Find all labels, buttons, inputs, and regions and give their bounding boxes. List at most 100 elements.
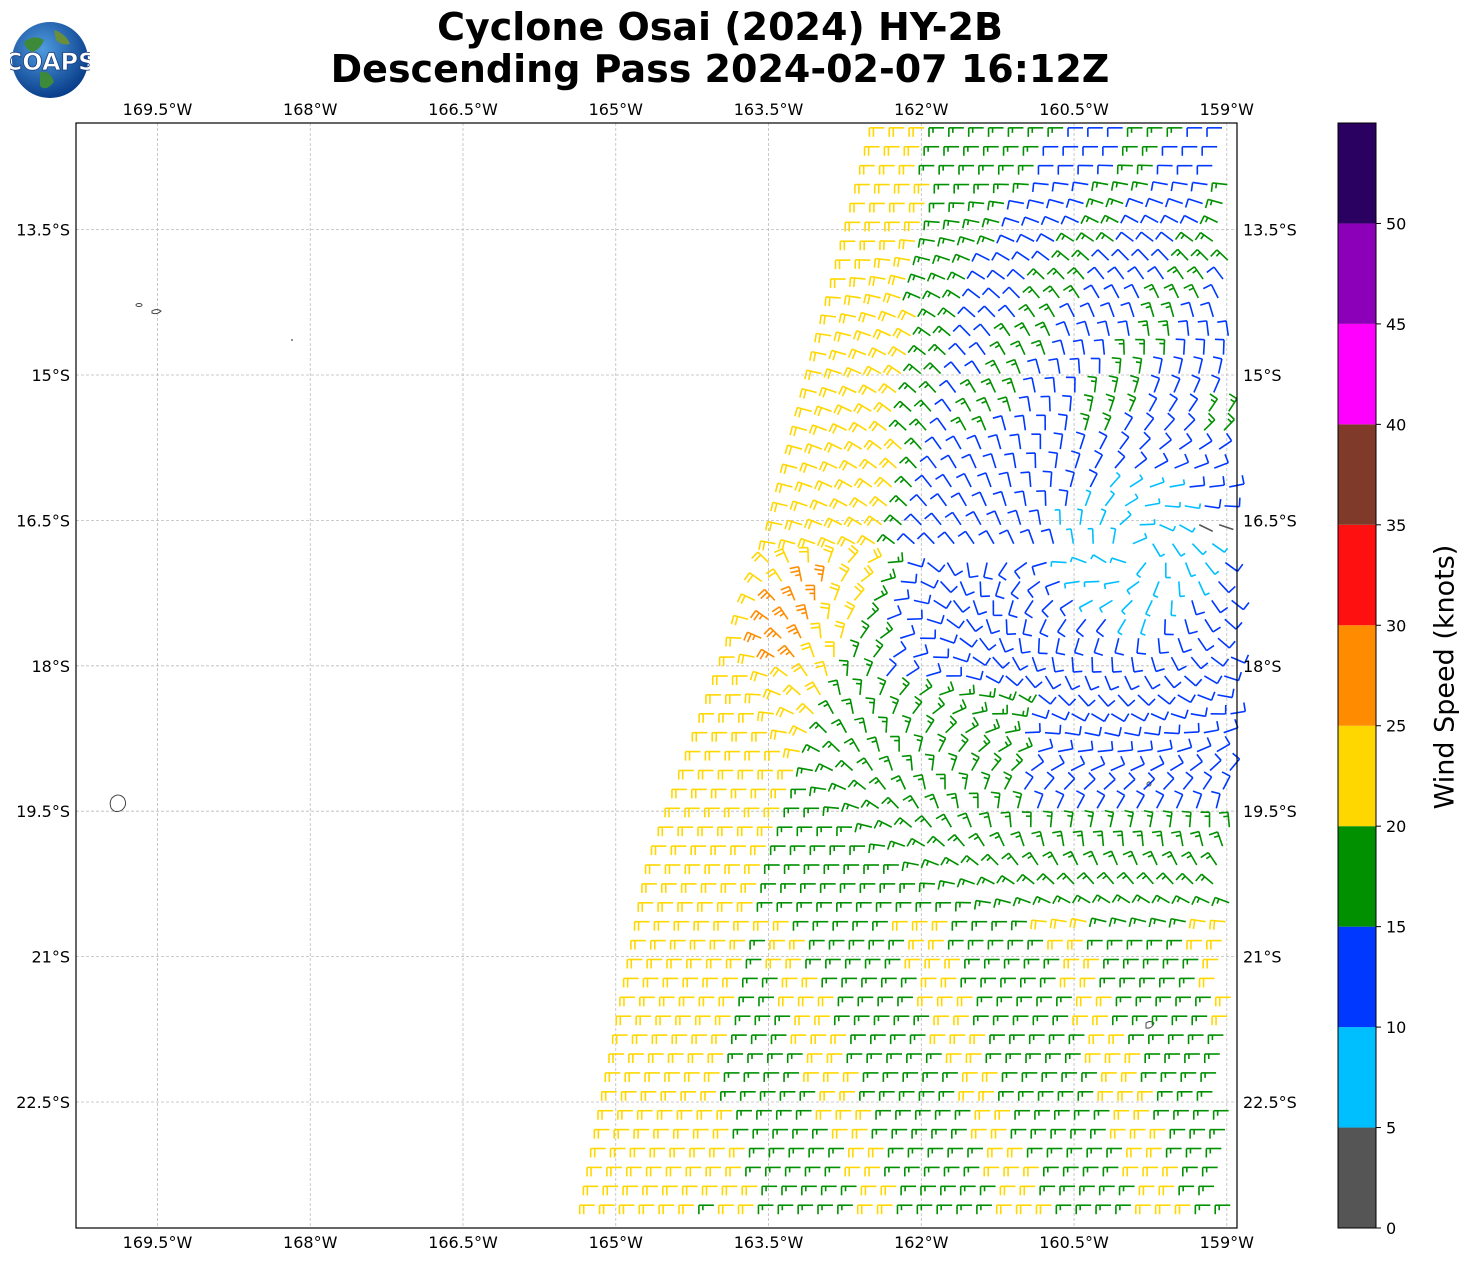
wind-barb (696, 1109, 713, 1120)
wind-barb (912, 326, 931, 337)
wind-barb (1064, 725, 1082, 736)
wind-barb (890, 735, 900, 752)
lat-tick-label-left: 19.5°S (16, 802, 70, 821)
wind-barb (911, 920, 928, 931)
wind-barb (882, 292, 901, 304)
wind-barb (1218, 811, 1231, 828)
land-outlines (109, 303, 1155, 1029)
wind-barb (1142, 958, 1159, 969)
wind-barb (1042, 145, 1059, 156)
wind-barb (982, 452, 997, 469)
wind-barb (859, 1091, 875, 1101)
wind-barb (954, 901, 972, 912)
wind-barb (970, 752, 980, 771)
wind-barb (1229, 752, 1241, 772)
wind-barb (898, 381, 917, 394)
lat-tick-label-right: 22.5°S (1243, 1093, 1297, 1112)
wind-barb (838, 659, 849, 677)
wind-barb (1022, 619, 1033, 637)
wind-barb (767, 1053, 783, 1064)
wind-barb (1031, 250, 1050, 261)
wind-barb (1096, 871, 1115, 885)
wind-barb (914, 815, 933, 828)
wind-barb (1150, 711, 1170, 721)
wind-barb (1157, 739, 1173, 753)
wind-barb (1107, 266, 1125, 280)
wind-barb (1036, 996, 1052, 1007)
wind-barb (808, 786, 827, 797)
wind-barb (1026, 452, 1037, 469)
wind-barb (681, 1185, 698, 1196)
wind-barb (1051, 656, 1064, 673)
wind-barb (1066, 267, 1085, 280)
wind-barb (738, 712, 754, 723)
wind-barb (1127, 393, 1137, 412)
wind-barb (795, 603, 809, 620)
wind-barb (1179, 524, 1196, 533)
wind-barb (1130, 248, 1149, 261)
wind-barb (916, 532, 935, 545)
wind-barb (1084, 809, 1095, 828)
wind-barb (857, 384, 877, 396)
map-frame (75, 122, 1238, 1229)
wind-barb (957, 306, 976, 318)
wind-barb (828, 1147, 844, 1158)
wind-barb (1036, 414, 1047, 431)
wind-barb (690, 845, 707, 856)
wind-barb (1193, 356, 1204, 374)
wind-barb (952, 599, 971, 613)
wind-barb (1144, 1053, 1161, 1064)
wind-barb (724, 864, 740, 874)
wind-barb (972, 1015, 989, 1026)
colorbar-bin (1338, 323, 1376, 425)
wind-barb (649, 939, 666, 950)
wind-barb (868, 843, 886, 854)
wind-barb (772, 920, 789, 931)
wind-barb (1005, 675, 1024, 687)
wind-barb (967, 1147, 984, 1158)
wind-barb (1063, 771, 1076, 790)
wind-barb (1224, 618, 1243, 630)
wind-barb (1206, 939, 1222, 950)
wind-barb (821, 977, 838, 988)
wind-barb (764, 1166, 781, 1177)
wind-barb (1216, 735, 1231, 753)
wind-barb (958, 733, 969, 753)
wind-barb (1155, 338, 1166, 355)
wind-barb (1198, 524, 1214, 533)
wind-barb (843, 440, 863, 452)
lon-tick-label-bottom: 159°W (1200, 1233, 1255, 1252)
colorbar-bin (1338, 1127, 1376, 1228)
wind-barb (870, 1034, 886, 1045)
wind-barb (1110, 755, 1126, 772)
wind-barb (761, 1185, 778, 1196)
wind-barb (1026, 1147, 1043, 1158)
wind-barb (1143, 809, 1154, 828)
wind-barb (1076, 790, 1086, 809)
wind-barb (721, 1185, 738, 1196)
wind-barb (770, 1034, 787, 1045)
wind-barb (823, 441, 843, 453)
wind-barb (655, 1015, 672, 1026)
wind-barb (909, 1034, 926, 1045)
wind-barb (1091, 894, 1111, 904)
colorbar-bin (1338, 625, 1376, 726)
wind-barb (1224, 561, 1244, 573)
wind-barb (1091, 181, 1109, 191)
wind-barb (854, 183, 870, 194)
wind-barb (980, 853, 999, 866)
wind-barb (968, 341, 986, 356)
wind-barb (1168, 393, 1178, 412)
wind-barb (979, 1185, 996, 1196)
wind-barb (794, 481, 813, 493)
wind-barb (860, 1185, 877, 1196)
wind-barb (1042, 1166, 1059, 1177)
wind-barb (1046, 267, 1065, 280)
wind-barb (1034, 1109, 1050, 1120)
wind-barb (1124, 675, 1140, 691)
wind-barb (868, 776, 887, 790)
wind-barb (1150, 374, 1161, 393)
wind-barb (1157, 320, 1170, 336)
wind-barb (642, 977, 659, 988)
colorbar-frame (1337, 122, 1377, 1229)
